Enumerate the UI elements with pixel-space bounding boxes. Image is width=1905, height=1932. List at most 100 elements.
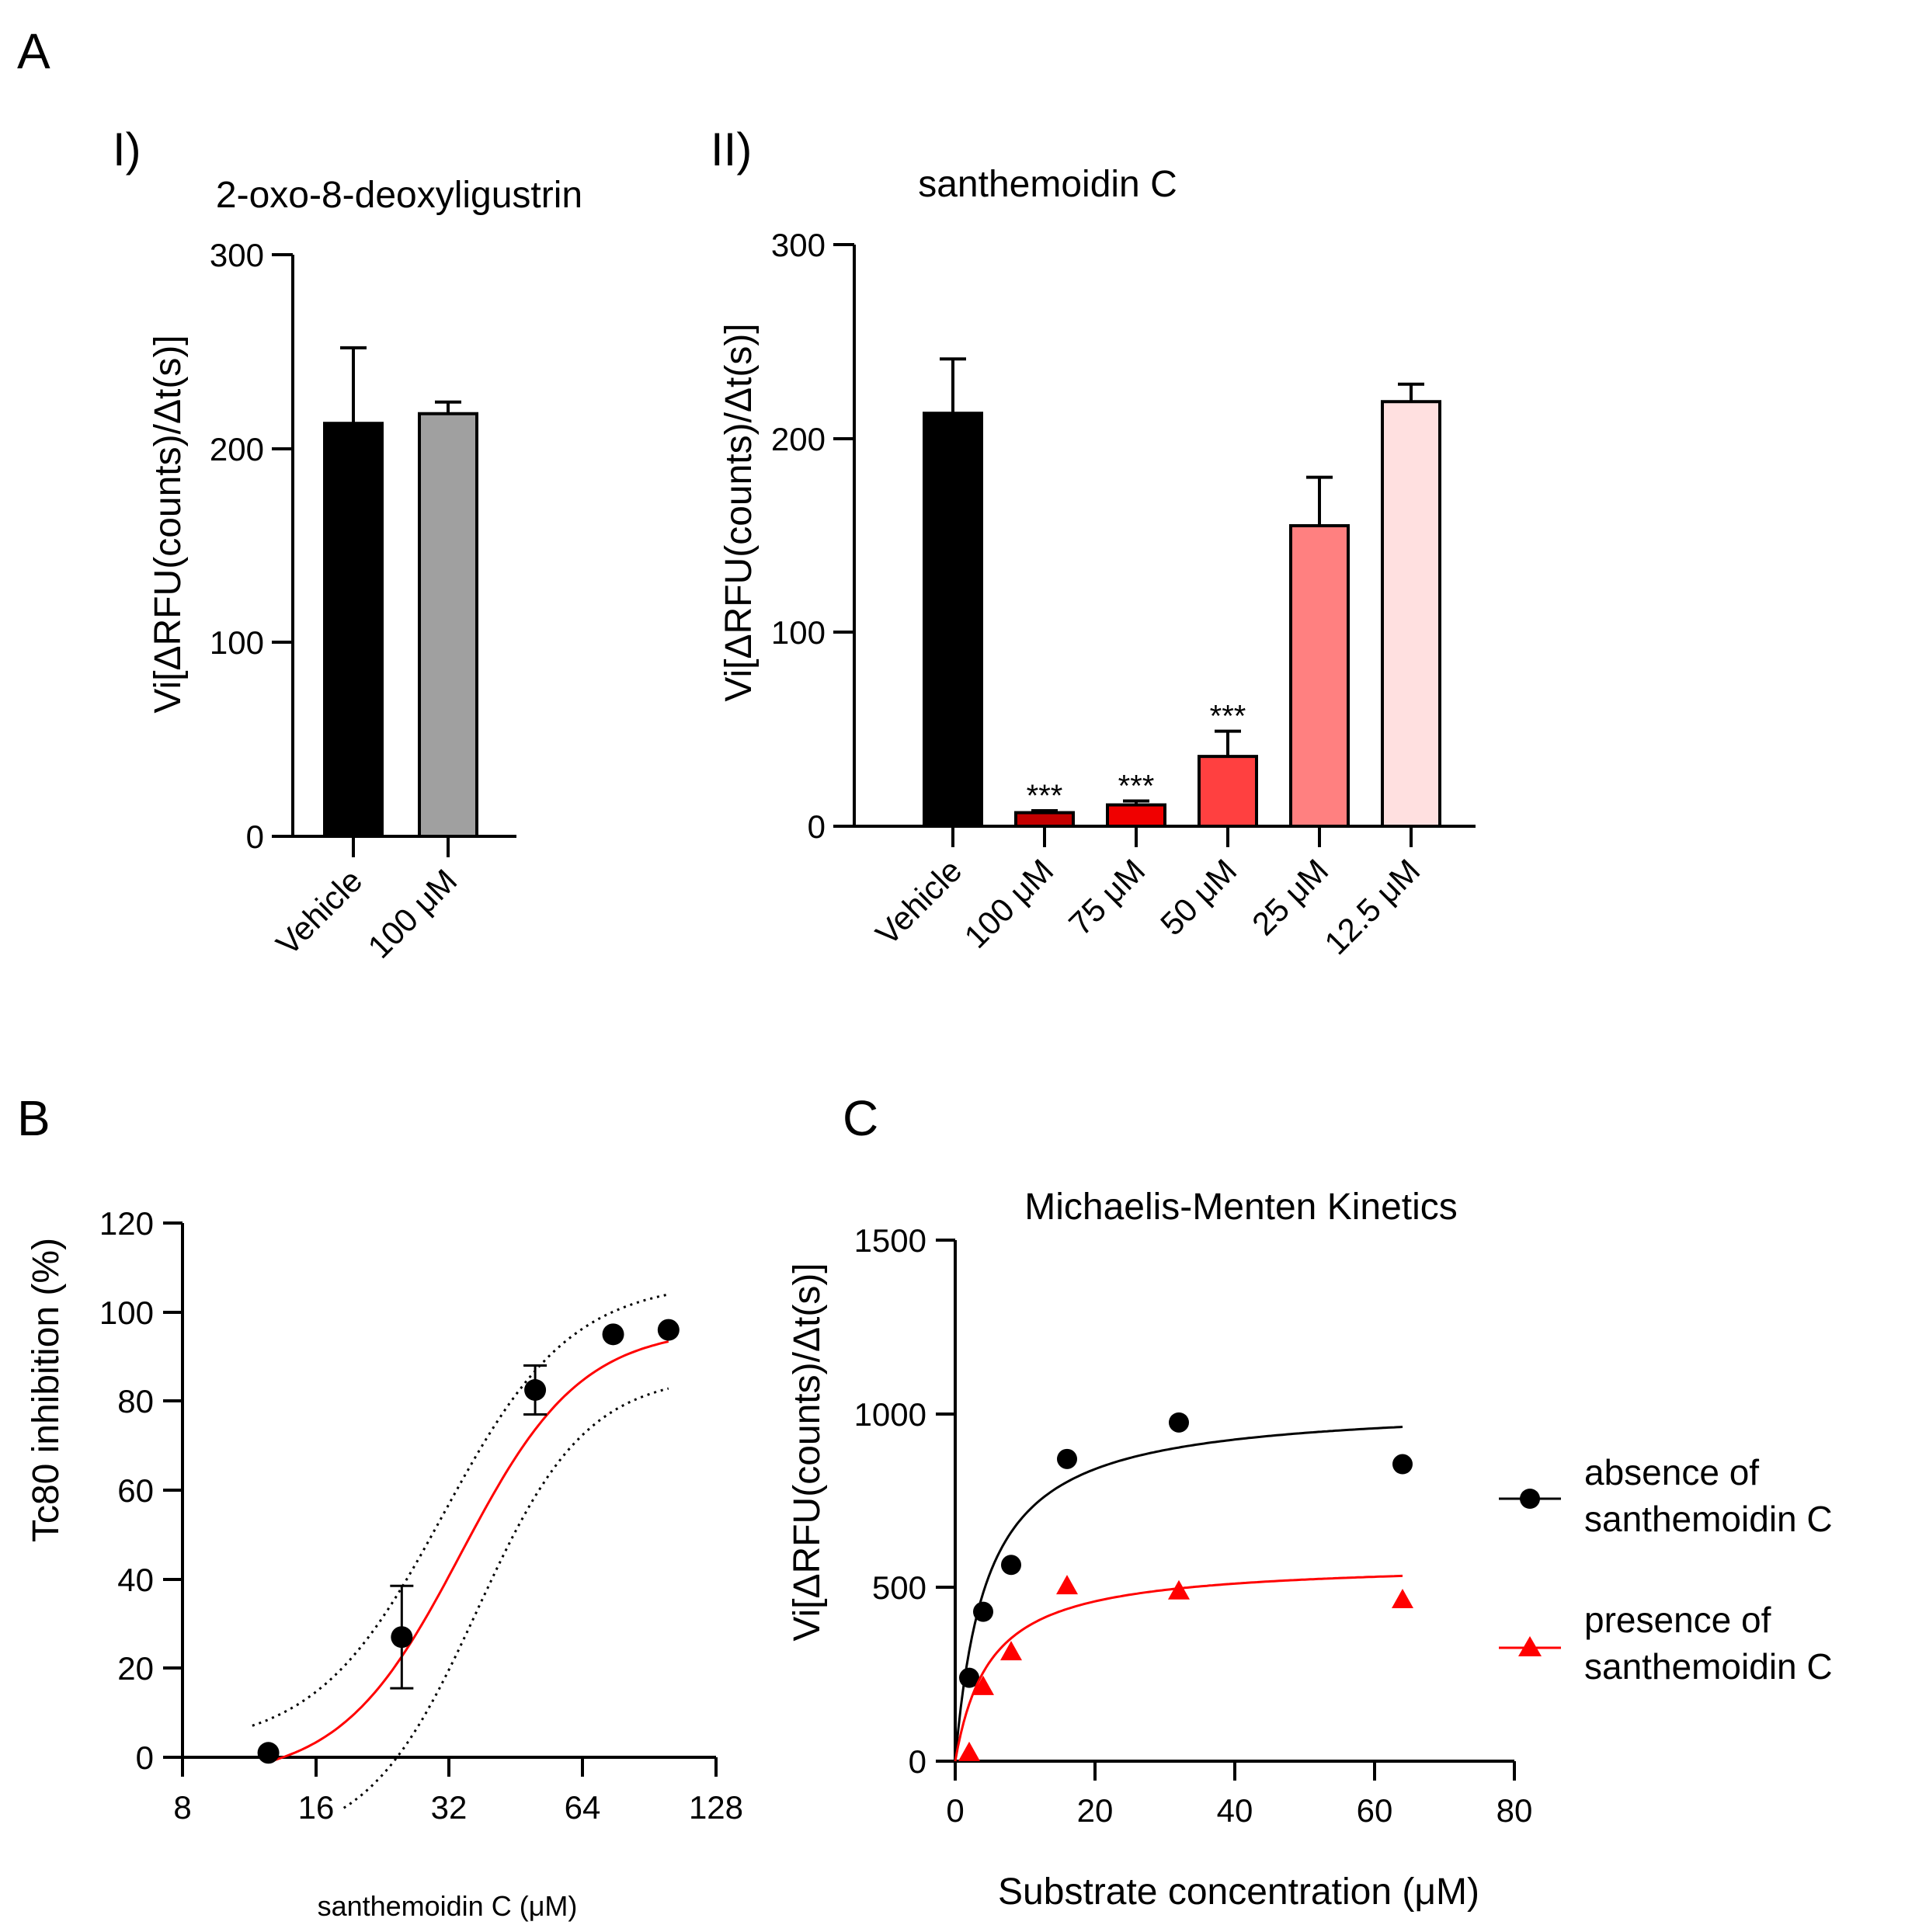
x-axis-title-c: Substrate concentration (μM) [998, 1871, 1479, 1913]
y-tick-label-b: 120 [99, 1205, 154, 1242]
panel-a-i: I) 2-oxo-8-deoxyligustrin Vi[ΔRFU(counts… [113, 123, 582, 965]
ci-upper-curve [252, 1293, 669, 1727]
data-point [524, 1379, 547, 1401]
y-tick-label-c: 500 [872, 1569, 926, 1606]
panel-letter-a: A [17, 23, 50, 79]
significance-label: *** [1118, 770, 1155, 804]
x-tick-label-c: 80 [1497, 1792, 1533, 1829]
significance-label: *** [1210, 700, 1246, 734]
legend-marker-triangle [1518, 1636, 1542, 1656]
y-ticks-b: 120 100 80 60 40 20 0 [99, 1205, 183, 1776]
legend-label-line1: presence of [1584, 1600, 1771, 1640]
y-axis-title-a-ii: Vi[ΔRFU(counts)/Δt(s)] [718, 323, 760, 701]
ci-lower-curve [342, 1387, 669, 1809]
legend-marker-circle [1520, 1489, 1540, 1509]
y-tick-label-b: 80 [117, 1383, 154, 1419]
panel-label-a-ii: II) [711, 123, 752, 175]
y-tick-label-a-i: 100 [210, 624, 264, 661]
data-point [1392, 1588, 1413, 1608]
y-tick-label-b: 40 [117, 1562, 154, 1598]
legend-label-line2: santhemoidin C [1584, 1499, 1833, 1539]
data-point [959, 1667, 979, 1688]
x-tick-label: 50 μM [1153, 852, 1243, 942]
bar [1289, 524, 1350, 828]
data-point [958, 1741, 980, 1761]
x-tick-label-c: 20 [1077, 1792, 1114, 1829]
data-point [973, 1601, 993, 1622]
x-tick-label-c: 0 [946, 1792, 964, 1829]
y-tick-label-a-i: 300 [210, 237, 264, 273]
bar [418, 412, 478, 838]
chart-title-c: Michaelis-Menten Kinetics [1024, 1187, 1458, 1228]
y-tick-label-a-i: 200 [210, 431, 264, 467]
y-ticks-a-i: 300 200 100 0 [210, 237, 293, 855]
y-tick-label-a-ii: 200 [771, 421, 826, 457]
panel-a-ii: II) santhemoidin C Vi[ΔRFU(counts)/Δt(s)… [711, 123, 1476, 961]
data-point [1168, 1579, 1190, 1600]
y-tick-label-b: 100 [99, 1294, 154, 1331]
plot-b [252, 1293, 680, 1809]
data-point [257, 1742, 280, 1764]
x-tick-label: 100 μM [957, 852, 1060, 955]
legend-entry-presence: presence of santhemoidin C [1499, 1600, 1833, 1687]
y-tick-label-a-ii: 100 [771, 614, 826, 651]
data-point [1392, 1454, 1413, 1475]
fit-curve [954, 1574, 1403, 1762]
legend-c: absence of santhemoidin C presence of sa… [1499, 1452, 1833, 1687]
y-tick-label-a-i: 0 [246, 818, 264, 855]
x-ticks-b: 8 16 32 64 128 [173, 1757, 743, 1826]
y-axis-title-c: Vi[ΔRFU(counts)/Δt(s)] [787, 1263, 828, 1641]
bar [323, 422, 384, 838]
bar [1381, 400, 1441, 828]
data-point [1169, 1412, 1189, 1433]
y-tick-label-a-ii: 300 [771, 227, 826, 263]
y-ticks-c: 1500 1000 500 0 [854, 1222, 955, 1780]
panel-label-a-i: I) [113, 123, 141, 175]
legend-label-line1: absence of [1584, 1452, 1759, 1492]
bar [1106, 803, 1166, 828]
x-tick-label-b: 128 [689, 1789, 743, 1826]
x-tick-label: 75 μM [1062, 852, 1152, 942]
x-tick-label: 100 μM [360, 862, 464, 965]
y-tick-label-a-ii: 0 [808, 808, 826, 845]
y-tick-label-b: 0 [136, 1739, 154, 1776]
data-point [657, 1319, 680, 1341]
x-tick-label: 25 μM [1245, 852, 1335, 942]
data-point [391, 1626, 413, 1649]
chart-title-a-ii: santhemoidin C [918, 164, 1177, 205]
x-ticks-c: 0 20 40 60 80 [946, 1761, 1532, 1829]
data-point [972, 1675, 994, 1695]
y-axis-title-a-i: Vi[ΔRFU(counts)/Δt(s)] [148, 335, 189, 713]
y-tick-label-b: 60 [117, 1472, 154, 1509]
y-axis-title-b: Tc80 inhibition (%) [26, 1238, 67, 1542]
panel-a: A I) 2-oxo-8-deoxyligustrin Vi[ΔRFU(coun… [17, 23, 1476, 965]
fit-curve [954, 1426, 1403, 1762]
x-tick-label-c: 40 [1217, 1792, 1253, 1829]
y-tick-label-c: 0 [909, 1743, 926, 1780]
data-point [1057, 1448, 1077, 1469]
x-tick-label-b: 8 [173, 1789, 191, 1826]
y-tick-label-b: 20 [117, 1650, 154, 1687]
x-tick-label: Vehicle [868, 852, 968, 952]
legend-entry-absence: absence of santhemoidin C [1499, 1452, 1833, 1539]
data-point [1001, 1555, 1021, 1576]
x-tick-label-b: 64 [565, 1789, 601, 1826]
panel-letter-c: C [843, 1090, 878, 1146]
bar [1014, 811, 1075, 828]
data-point [602, 1323, 624, 1346]
bar [1198, 755, 1258, 828]
x-tick-label: 12.5 μM [1317, 852, 1427, 961]
y-ticks-a-ii: 300 200 100 0 [771, 227, 854, 845]
y-tick-label-c: 1500 [854, 1222, 926, 1259]
x-tick-label-c: 60 [1357, 1792, 1393, 1829]
bar [923, 412, 983, 828]
x-tick-label-b: 16 [298, 1789, 335, 1826]
x-tick-label-b: 32 [431, 1789, 468, 1826]
y-tick-label-c: 1000 [854, 1396, 926, 1433]
chart-title-a-i: 2-oxo-8-deoxyligustrin [216, 175, 582, 216]
panel-letter-b: B [17, 1090, 50, 1146]
data-point [1000, 1641, 1022, 1661]
